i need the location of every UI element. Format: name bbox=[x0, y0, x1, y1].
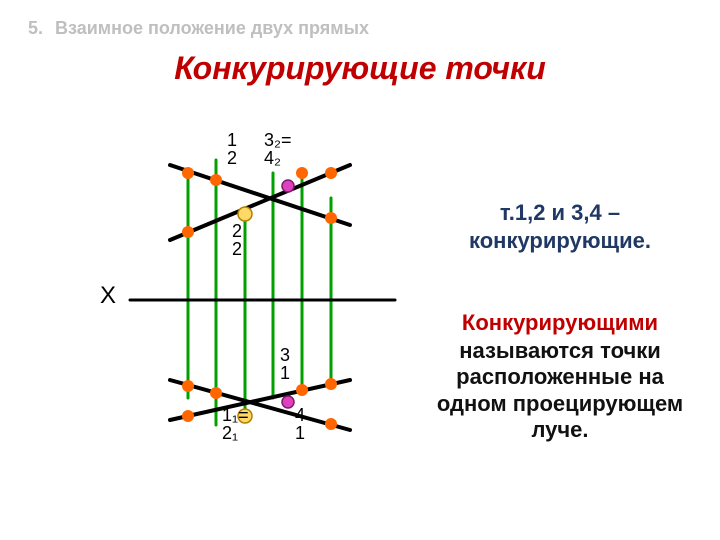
definition-heading: Конкурирующими bbox=[420, 310, 700, 336]
label-4-sub-1: 4 1 bbox=[295, 406, 305, 442]
statement-line-2: конкурирующие. bbox=[420, 228, 700, 254]
statement-line-1: т.1,2 и 3,4 – bbox=[420, 200, 700, 226]
label-11-eq-21: 1₁= 2₁ bbox=[222, 406, 249, 442]
label-32-eq-42: 3₂= 4₂ bbox=[264, 131, 292, 167]
label-3-sub-1: 3 1 bbox=[280, 346, 290, 382]
label-1-sub-2: 1 2 bbox=[227, 131, 237, 167]
competing-points-diagram bbox=[0, 0, 720, 540]
label-2-sub-2: 2 2 bbox=[232, 222, 242, 258]
axis-x-label: Х bbox=[100, 282, 116, 310]
definition-body: называются точки расположенные на одном … bbox=[420, 338, 700, 444]
